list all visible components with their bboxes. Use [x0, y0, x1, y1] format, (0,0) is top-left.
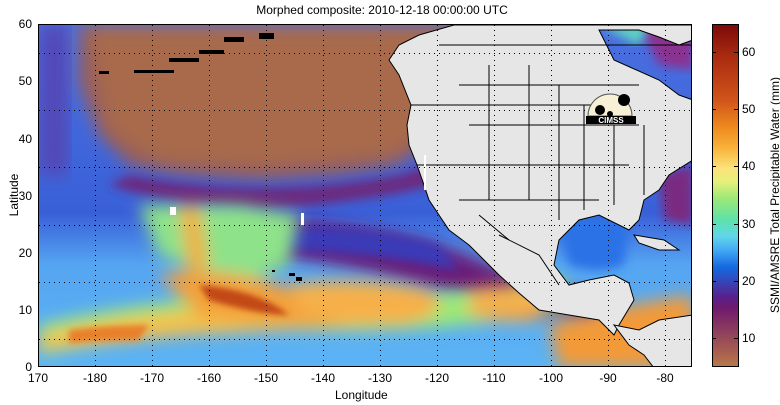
x-tick-neg150: -150 [253, 371, 279, 385]
plot-title: Morphed composite: 2010-12-18 00:00:00 U… [0, 2, 780, 18]
map-layer: CIMSS [39, 25, 691, 366]
colorbar-tick-mark [734, 52, 738, 53]
x-tick-neg120: -120 [424, 371, 450, 385]
cimss-logo: CIMSS [586, 93, 636, 125]
y-tick-10: 10 [18, 303, 32, 317]
colorbar-tick-mark [712, 52, 716, 53]
x-tick-neg140: -140 [310, 371, 336, 385]
x-tick-neg130: -130 [367, 371, 393, 385]
colorbar-tick-mark [734, 338, 738, 339]
cimss-logo-text: CIMSS [598, 116, 624, 125]
y-tick-50: 50 [18, 74, 32, 88]
colorbar-tick-50: 50 [742, 102, 756, 116]
colorbar-tick-20: 20 [742, 274, 756, 288]
x-tick-neg110: -110 [482, 371, 506, 385]
x-tick-neg180: -180 [82, 371, 108, 385]
colorbar-tick-mark [712, 109, 716, 110]
colorbar [712, 24, 739, 367]
y-tick-40: 40 [18, 132, 32, 146]
colorbar-tick-mark [734, 109, 738, 110]
y-tick-0: 0 [25, 360, 32, 374]
colorbar-tick-60: 60 [742, 45, 756, 59]
y-axis-label: Latitude [7, 173, 21, 217]
y-tick-20: 20 [18, 246, 32, 260]
colorbar-tick-mark [734, 224, 738, 225]
x-tick-neg100: -100 [538, 371, 564, 385]
colorbar-tick-mark [712, 281, 716, 282]
colorbar-tick-mark [712, 166, 716, 167]
x-tick-neg90: -90 [599, 371, 617, 385]
y-tick-60: 60 [18, 17, 32, 31]
colorbar-label: SSMI/AMSRE Total Precipitable Water (mm) [768, 76, 780, 314]
colorbar-tick-10: 10 [742, 331, 756, 345]
colorbar-tick-mark [712, 224, 716, 225]
x-axis-label: Longitude [335, 388, 388, 402]
x-tick-neg160: -160 [196, 371, 222, 385]
y-tick-30: 30 [18, 189, 32, 203]
colorbar-tick-mark [734, 281, 738, 282]
colorbar-tick-30: 30 [742, 217, 756, 231]
plot-title-text: Morphed composite: 2010-12-18 00:00:00 U… [256, 3, 508, 17]
colorbar-tick-mark [734, 166, 738, 167]
x-tick-neg170: -170 [139, 371, 165, 385]
colorbar-tick-40: 40 [742, 159, 756, 173]
colorbar-tick-mark [712, 338, 716, 339]
grid-lines [39, 25, 691, 366]
x-tick-neg80: -80 [656, 371, 674, 385]
tpw-map: CIMSS [38, 24, 692, 367]
x-tick-170: 170 [27, 371, 49, 385]
